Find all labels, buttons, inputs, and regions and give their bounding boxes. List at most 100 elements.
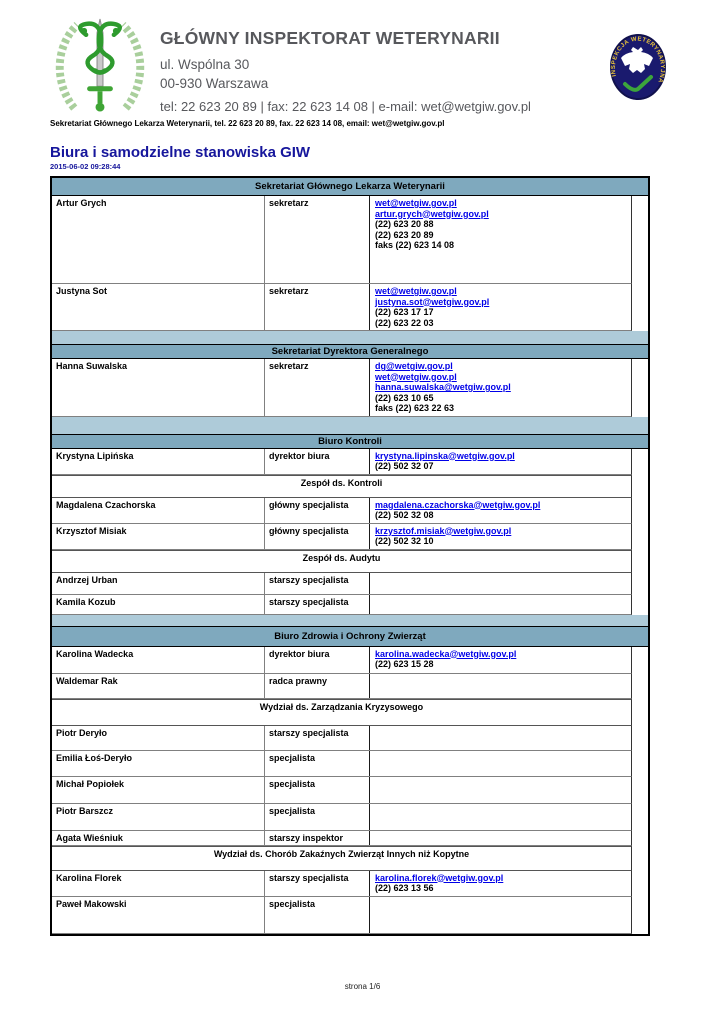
section-spacer xyxy=(52,614,648,626)
email-link[interactable]: wet@wetgiw.gov.pl xyxy=(375,371,457,382)
table-row: Piotr Barszcz specjalista xyxy=(52,803,632,831)
table-row: Karolina Wadecka dyrektor biura karolina.w… xyxy=(52,646,632,674)
person-position: sekretarz xyxy=(265,359,370,416)
unit-subheader: Wydział ds. Chorób Zakaźnych Zwierząt In… xyxy=(52,845,632,871)
section-header: Biuro Kontroli xyxy=(52,433,648,449)
section-spacer xyxy=(52,331,648,344)
table-row: Paweł Makowski specjalista xyxy=(52,896,632,934)
phone-number: (22) 623 15 28 xyxy=(375,659,434,669)
sword-grip xyxy=(97,91,103,104)
table-row: Hanna Suwalska sekretarz dg@wetgiw.gov.pl w… xyxy=(52,359,632,417)
table-row: Karolina Florek starszy specjalista karoli… xyxy=(52,870,632,897)
contact-table: Sekretariat Głównego Lekarza Weterynarii… xyxy=(50,176,650,936)
person-name: Piotr Deryło xyxy=(52,725,265,750)
table-row: Artur Grych sekretarz wet@wetgiw.gov.pl art… xyxy=(52,196,632,284)
snake-right xyxy=(92,21,122,75)
person-contacts xyxy=(370,573,631,594)
person-name: Krzysztof Misiak xyxy=(52,523,265,549)
person-position: specjalista xyxy=(265,803,370,830)
table-row: Andrzej Urban starszy specjalista xyxy=(52,572,632,595)
table-row: Krzysztof Misiak główny specjalista krzysz… xyxy=(52,523,632,550)
person-name: Krystyna Lipińska xyxy=(52,448,265,474)
person-position: specjalista xyxy=(265,896,370,933)
person-position: specjalista xyxy=(265,750,370,776)
person-name: Emilia Łoś-Deryło xyxy=(52,750,265,776)
snake-left-head xyxy=(81,27,88,34)
email-link[interactable]: justyna.sot@wetgiw.gov.pl xyxy=(375,296,490,307)
snake-right-head xyxy=(112,27,119,34)
person-position: radca prawny xyxy=(265,673,370,698)
person-position: dyrektor biura xyxy=(265,448,370,474)
person-name: Karolina Florek xyxy=(52,870,265,896)
sword-pommel xyxy=(95,102,105,112)
person-contacts xyxy=(370,751,631,776)
person-contacts xyxy=(370,777,631,803)
email-link[interactable]: karolina.wadecka@wetgiw.gov.pl xyxy=(375,648,517,659)
person-name: Agata Wieśniuk xyxy=(52,830,265,845)
phone-number: (22) 502 32 07 xyxy=(375,461,434,471)
person-name: Andrzej Urban xyxy=(52,572,265,594)
email-link[interactable]: karolina.florek@wetgiw.gov.pl xyxy=(375,872,504,883)
person-position: specjalista xyxy=(265,776,370,803)
wreath-right xyxy=(119,22,145,111)
org-name: GŁÓWNY INSPEKTORAT WETERYNARII xyxy=(160,28,500,48)
person-contacts xyxy=(370,831,631,845)
person-position: sekretarz xyxy=(265,196,370,283)
wreath-left xyxy=(55,22,81,111)
phone-number: (22) 623 17 17 xyxy=(375,307,434,317)
person-contacts xyxy=(370,726,631,750)
person-name: Magdalena Czachorska xyxy=(52,497,265,523)
table-row: Justyna Sot sekretarz wet@wetgiw.gov.pl jus… xyxy=(52,284,632,331)
phone-number: faks (22) 623 14 08 xyxy=(375,240,455,250)
sword-crossguard xyxy=(87,86,113,92)
person-position: główny specjalista xyxy=(265,497,370,523)
table-row: Magdalena Czachorska główny specjalista ma… xyxy=(52,497,632,524)
person-position: starszy specjalista xyxy=(265,870,370,896)
email-link[interactable]: magdalena.czachorska@wetgiw.gov.pl xyxy=(375,499,541,510)
phone-number: (22) 623 10 65 xyxy=(375,392,434,403)
table-row: Agata Wieśniuk starszy inspektor xyxy=(52,830,632,846)
person-name: Hanna Suwalska xyxy=(52,359,265,416)
inspekcja-weterynaryjna-emblem-icon: INSPEKCJA WETERYNARYJNA xyxy=(610,34,666,100)
email-link[interactable]: artur.grych@wetgiw.gov.pl xyxy=(375,208,489,219)
person-contacts: wet@wetgiw.gov.pl artur.grych@wetgiw.gov.… xyxy=(370,196,631,283)
email-link[interactable]: hanna.suwalska@wetgiw.gov.pl xyxy=(375,382,511,392)
person-contacts: wet@wetgiw.gov.pl justyna.sot@wetgiw.gov.… xyxy=(370,284,631,330)
unit-subheader: Zespół ds. Kontroli xyxy=(52,474,632,498)
person-name: Karolina Wadecka xyxy=(52,646,265,673)
phone-number: (22) 623 13 56 xyxy=(375,883,434,893)
person-contacts: karolina.wadecka@wetgiw.gov.pl (22) 623 1… xyxy=(370,647,631,673)
section-header: Sekretariat Głównego Lekarza Weterynarii xyxy=(52,178,648,196)
email-link[interactable]: dg@wetgiw.gov.pl xyxy=(375,361,453,371)
person-contacts xyxy=(370,674,631,698)
org-contact-line: tel: 22 623 20 89 | fax: 22 623 14 08 | … xyxy=(160,99,531,114)
email-link[interactable]: wet@wetgiw.gov.pl xyxy=(375,286,457,296)
letterhead: GŁÓWNY INSPEKTORAT WETERYNARII ul. Wspól… xyxy=(160,28,531,114)
secretariat-line: Sekretariat Głównego Lekarza Weterynarii… xyxy=(50,119,445,128)
person-contacts xyxy=(370,897,631,933)
page-number: strona 1/6 xyxy=(344,982,381,991)
email-link[interactable]: wet@wetgiw.gov.pl xyxy=(375,198,457,208)
person-contacts: dg@wetgiw.gov.pl wet@wetgiw.gov.pl hanna.s… xyxy=(370,359,631,416)
section-header: Biuro Zdrowia i Ochrony Zwierząt xyxy=(52,625,648,647)
table-row: Waldemar Rak radca prawny xyxy=(52,673,632,699)
person-position: dyrektor biura xyxy=(265,646,370,673)
table-row: Emilia Łoś-Deryło specjalista xyxy=(52,750,632,777)
address-street: ul. Wspólna 30 xyxy=(160,57,250,72)
giw-caduceus-logo-icon xyxy=(55,18,145,112)
page-title: Biura i samodzielne stanowiska GIW xyxy=(50,144,311,161)
email-link[interactable]: krzysztof.misiak@wetgiw.gov.pl xyxy=(375,525,512,536)
person-name: Justyna Sot xyxy=(52,284,265,330)
person-contacts: karolina.florek@wetgiw.gov.pl (22) 623 13… xyxy=(370,871,631,896)
email-link[interactable]: krystyna.lipinska@wetgiw.gov.pl xyxy=(375,450,515,461)
emblem-eagle xyxy=(621,47,653,73)
person-name: Michał Popiołek xyxy=(52,776,265,803)
unit-subheader: Wydział ds. Zarządzania Kryzysowego xyxy=(52,698,632,726)
table-row: Kamila Kozub starszy specjalista xyxy=(52,594,632,615)
person-position: starszy inspektor xyxy=(265,830,370,845)
person-name: Kamila Kozub xyxy=(52,594,265,614)
phone-number: (22) 623 22 03 xyxy=(375,317,434,328)
table-row: Michał Popiołek specjalista xyxy=(52,776,632,804)
generation-timestamp: 2015-06-02 09:28:44 xyxy=(50,162,121,171)
